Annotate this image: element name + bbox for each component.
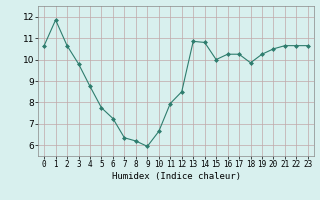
X-axis label: Humidex (Indice chaleur): Humidex (Indice chaleur)	[111, 172, 241, 181]
